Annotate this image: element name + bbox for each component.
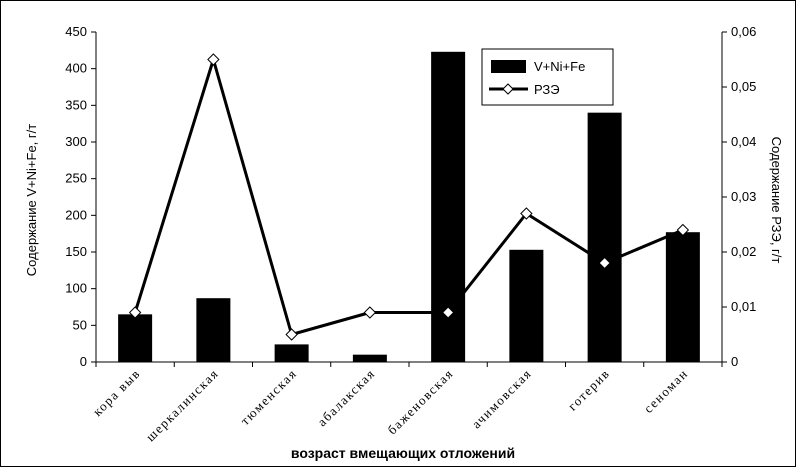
line-point [207, 53, 220, 66]
x-tick-label: шеркалинская [143, 366, 222, 445]
y-tick-label: 50 [73, 317, 87, 332]
bar [274, 344, 309, 362]
y-tick-label: 450 [65, 24, 87, 39]
legend-line-marker [502, 83, 514, 95]
x-tick-label: тюменская [237, 366, 299, 428]
y2-tick-label: 0,05 [731, 79, 756, 94]
y2-tick-label: 0,02 [731, 244, 756, 259]
x-tick-label: кора выв [90, 366, 144, 420]
bar [352, 354, 387, 362]
line-point [441, 306, 455, 319]
line-point [520, 207, 533, 220]
y2-tick-label: 0,01 [731, 299, 756, 314]
y2-tick-label: 0,03 [731, 189, 756, 204]
bar [587, 112, 622, 363]
legend-label-line: РЗЭ [534, 82, 560, 97]
x-tick-label: баженовская [384, 366, 456, 438]
y-tick-label: 350 [65, 97, 87, 112]
line-point [128, 306, 142, 319]
line-point [676, 223, 690, 237]
y-tick-label: 250 [65, 171, 87, 186]
line-series [133, 58, 684, 336]
y2-tick-label: 0,06 [731, 24, 756, 39]
bar [196, 298, 231, 362]
y-axis-label: Содержание V+Ni+Fe, г/т [24, 124, 39, 276]
bar [118, 314, 153, 362]
line-point [363, 306, 377, 319]
y-tick-label: 400 [65, 61, 87, 76]
y-tick-label: 100 [65, 281, 87, 296]
y2-tick-label: 0,04 [731, 134, 756, 149]
x-tick-label: ачимовская [469, 366, 535, 432]
bar [509, 249, 544, 362]
legend-bar-swatch [491, 60, 526, 73]
line-point [598, 256, 611, 270]
y-tick-label: 0 [80, 354, 87, 369]
x-tick-label: сеноман [641, 366, 691, 416]
bar [665, 232, 700, 362]
line-point [285, 328, 298, 341]
x-tick-label: абалакская [314, 366, 378, 430]
y-tick-label: 300 [65, 134, 87, 149]
y-tick-label: 200 [65, 207, 87, 222]
plot-area: 0 50 100 150 200 250 300 350 400 450 0 0,01 0,02 0,03… [65, 24, 756, 444]
y2-tick-label: 0 [731, 354, 738, 369]
legend: V+Ni+Fe РЗЭ [481, 48, 614, 106]
y-tick-label: 150 [65, 244, 87, 259]
x-axis-label: возраст вмещающих отложений [291, 445, 515, 461]
legend-label-bars: V+Ni+Fe [534, 59, 585, 74]
y2-axis-label: Содержание РЗЭ, г/т [769, 137, 784, 264]
x-tick-label: готерив [565, 366, 613, 414]
legend-box [481, 48, 614, 106]
